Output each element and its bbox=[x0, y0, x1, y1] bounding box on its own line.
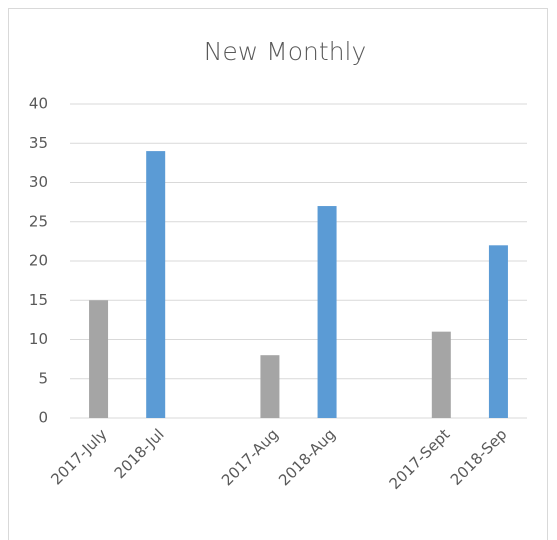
x-tick-label: 2018-Sep bbox=[447, 425, 511, 489]
bar bbox=[488, 245, 508, 418]
y-tick-label: 5 bbox=[38, 369, 48, 387]
x-tick-label: 2018-Jul bbox=[111, 425, 168, 482]
bar bbox=[89, 300, 109, 418]
bar bbox=[146, 151, 166, 418]
x-tick-label: 2017-Aug bbox=[218, 425, 282, 489]
y-tick-label: 15 bbox=[29, 291, 48, 309]
chart-title: New Monthly bbox=[204, 37, 367, 66]
bar bbox=[431, 331, 451, 418]
y-tick-label: 0 bbox=[38, 409, 48, 427]
bar bbox=[260, 355, 280, 418]
chart-border bbox=[8, 8, 548, 540]
x-tick-label: 2017-July bbox=[47, 425, 110, 488]
y-tick-label: 35 bbox=[29, 134, 48, 152]
y-tick-label: 20 bbox=[29, 252, 48, 270]
y-tick-label: 25 bbox=[29, 212, 48, 230]
x-tick-label: 2017-Sept bbox=[386, 425, 454, 493]
y-tick-label: 30 bbox=[29, 173, 48, 191]
y-tick-label: 40 bbox=[29, 95, 48, 113]
y-tick-label: 10 bbox=[29, 330, 48, 348]
bar bbox=[317, 206, 337, 418]
x-tick-label: 2018-Aug bbox=[275, 425, 339, 489]
